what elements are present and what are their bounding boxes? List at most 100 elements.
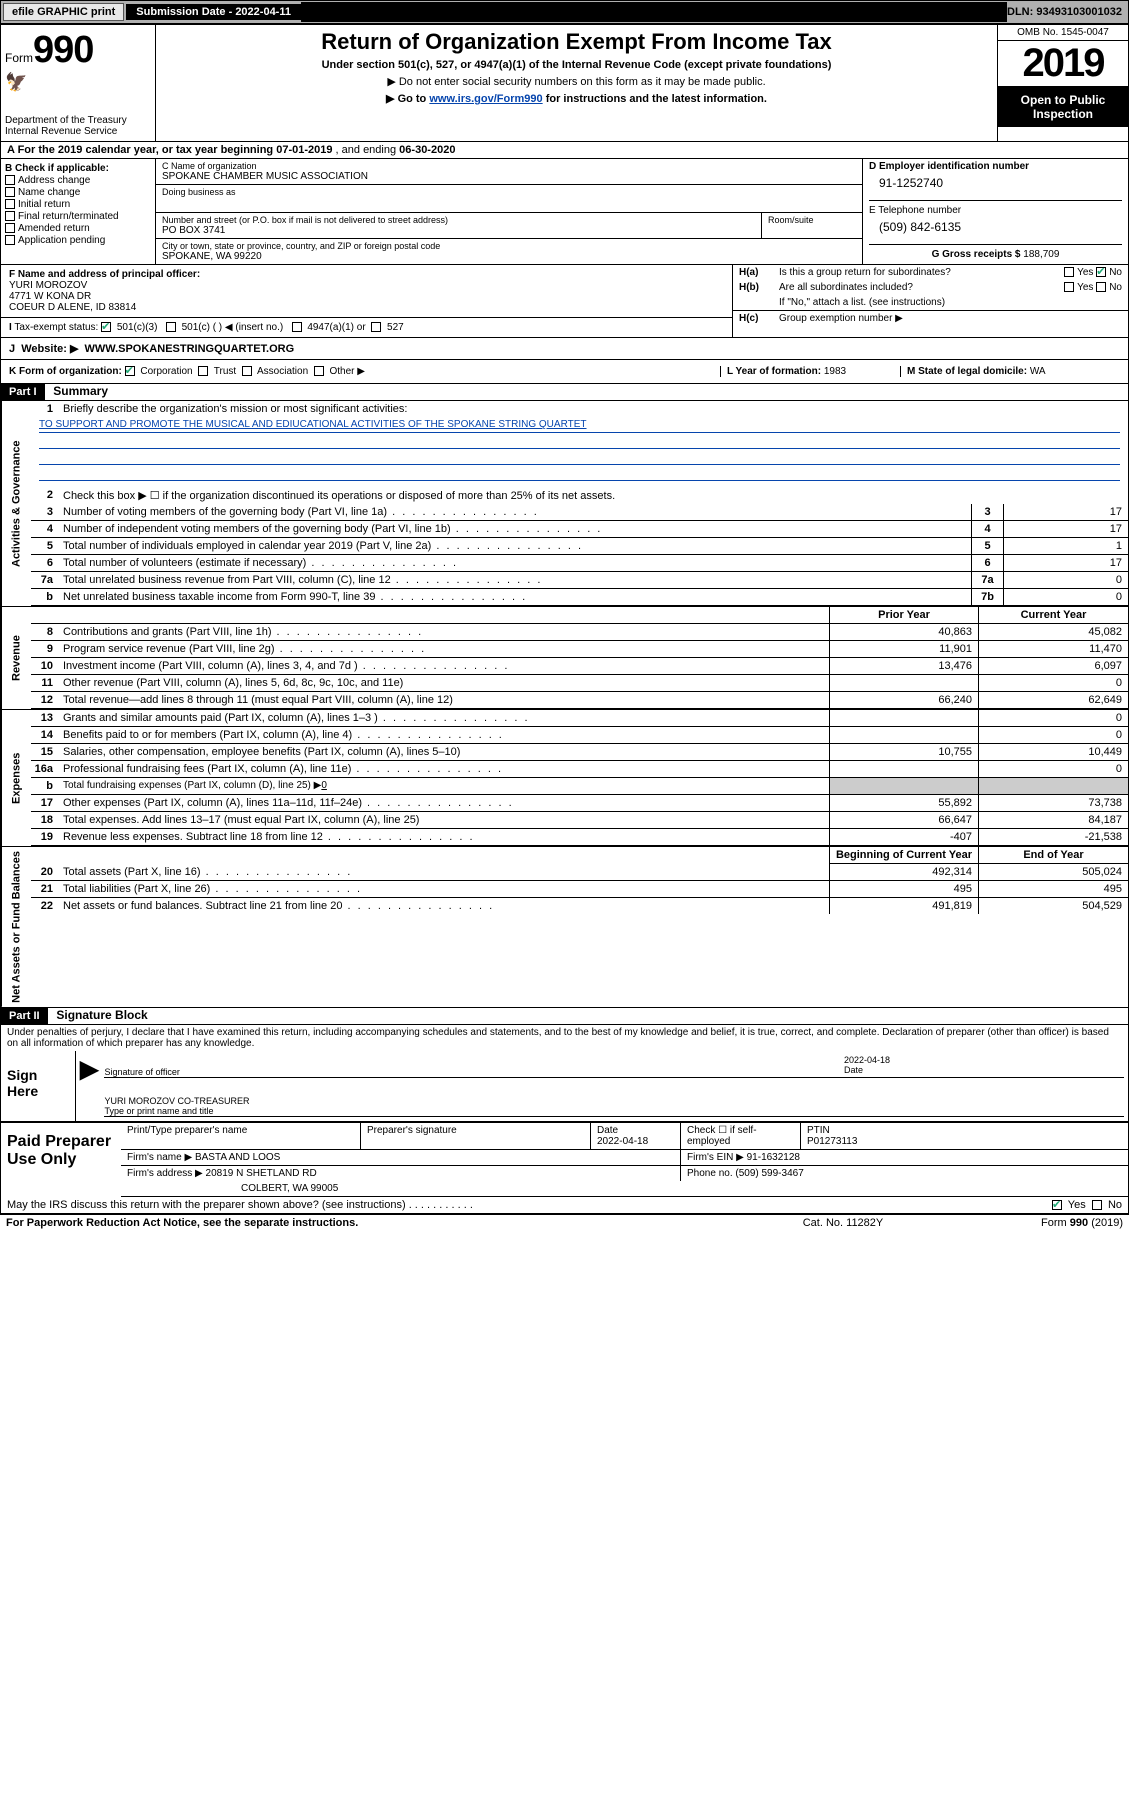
part1-governance: Activities & Governance 1 Briefly descri… [1, 401, 1128, 606]
part1-netassets: Net Assets or Fund Balances Beginning of… [1, 846, 1128, 1008]
phone-value: (509) 842-6135 [869, 216, 1122, 234]
ha-yes[interactable] [1064, 267, 1074, 277]
tax-status-label: Tax-exempt status: [14, 322, 98, 333]
discuss-yes[interactable] [1052, 1200, 1062, 1210]
chk-initial-return[interactable]: Initial return [5, 199, 151, 210]
chk-corporation[interactable] [125, 366, 135, 376]
page-footer: For Paperwork Reduction Act Notice, see … [0, 1215, 1129, 1231]
chk-other[interactable] [314, 366, 324, 376]
dept-treasury: Department of the Treasury Internal Reve… [5, 115, 151, 137]
chk-trust[interactable] [198, 366, 208, 376]
signature-arrow-icon: ▶ [80, 1055, 98, 1117]
footer-right: Form 990 (2019) [943, 1217, 1123, 1229]
header-right: OMB No. 1545-0047 2019 Open to Public In… [998, 25, 1128, 141]
k-org-form: K Form of organization: Corporation Trus… [9, 366, 720, 377]
ha-no[interactable] [1096, 267, 1106, 277]
form-label: Form [5, 51, 33, 65]
part1-title: Summary [47, 382, 114, 400]
room-suite: Room/suite [762, 213, 862, 238]
submission-date: Submission Date - 2022-04-11 [126, 4, 301, 20]
sig-date-value: 2022-04-18 [844, 1055, 1124, 1065]
part2-title: Signature Block [50, 1006, 153, 1024]
officer-h-block: F Name and address of principal officer:… [1, 265, 1128, 338]
chk-527[interactable] [371, 322, 381, 332]
website-url: WWW.SPOKANESTRINGQUARTET.ORG [85, 343, 295, 355]
discuss-no[interactable] [1092, 1200, 1102, 1210]
hb-yn: Yes No [1064, 282, 1122, 293]
sig-date-cell: 2022-04-18 Date [844, 1055, 1124, 1077]
line-20: 20Total assets (Part X, line 16)492,3145… [31, 864, 1128, 881]
hdr-end-year: End of Year [978, 847, 1128, 864]
prep-sig-label: Preparer's signature [361, 1123, 591, 1149]
form-number: Form990 [5, 29, 151, 72]
chk-final-return[interactable]: Final return/terminated [5, 211, 151, 222]
omb-number: OMB No. 1545-0047 [998, 25, 1128, 41]
tax-exempt-status: I Tax-exempt status: 501(c)(3) 501(c) ( … [1, 317, 732, 337]
netassets-content: Beginning of Current Year End of Year 20… [31, 847, 1128, 1007]
sig-date-label: Date [844, 1065, 1124, 1075]
l-year-formation: L Year of formation: 1983 [720, 366, 900, 377]
room-label: Room/suite [768, 215, 856, 225]
chk-name-change[interactable]: Name change [5, 187, 151, 198]
mission-line-4 [39, 467, 1120, 481]
dba-row: Doing business as [156, 185, 862, 213]
side-netassets: Net Assets or Fund Balances [1, 847, 31, 1007]
part1-revenue: Revenue Prior Year Current Year 8Contrib… [1, 606, 1128, 709]
hdr-begin-year: Beginning of Current Year [829, 847, 978, 864]
footer-left: For Paperwork Reduction Act Notice, see … [6, 1217, 743, 1229]
efile-print-button[interactable]: efile GRAPHIC print [3, 3, 124, 21]
expenses-content: 13Grants and similar amounts paid (Part … [31, 710, 1128, 846]
side-revenue: Revenue [1, 607, 31, 709]
form-header: Form990 🦅 Department of the Treasury Int… [1, 25, 1128, 142]
goto-post: for instructions and the latest informat… [543, 93, 767, 105]
k-row: K Form of organization: Corporation Trus… [1, 360, 1128, 384]
line-8: 8Contributions and grants (Part VIII, li… [31, 624, 1128, 641]
street-address: Number and street (or P.O. box if mail i… [156, 213, 762, 238]
opt-527: 527 [387, 322, 404, 333]
sign-right: ▶ Signature of officer 2022-04-18 Date Y… [76, 1051, 1128, 1121]
line-9: 9Program service revenue (Part VIII, lin… [31, 641, 1128, 658]
period-begin: 07-01-2019 [276, 144, 332, 156]
part2-badge: Part II [1, 1008, 48, 1024]
rev-header: Prior Year Current Year [31, 607, 1128, 624]
c-label: C Name of organization [162, 161, 856, 171]
irs-link[interactable]: www.irs.gov/Form990 [429, 93, 542, 105]
city-label: City or town, state or province, country… [162, 241, 856, 251]
form-num: 990 [33, 29, 93, 71]
opt-501c: 501(c) ( ) ◀ (insert no.) [182, 322, 284, 333]
line-14: 14Benefits paid to or for members (Part … [31, 727, 1128, 744]
chk-501c3[interactable] [101, 322, 111, 332]
form-subtitle: Under section 501(c), 527, or 4947(a)(1)… [164, 59, 989, 71]
discuss-yn: Yes No [1052, 1199, 1122, 1211]
top-toolbar: efile GRAPHIC print Submission Date - 20… [0, 0, 1129, 24]
line-2: 2 Check this box ▶ ☐ if the organization… [31, 487, 1128, 504]
prep-line-2: Firm's name ▶ BASTA AND LOOS Firm's EIN … [121, 1150, 1128, 1166]
k-label: K Form of organization: [9, 366, 122, 377]
hdr-prior-year: Prior Year [829, 607, 978, 624]
hb-no[interactable] [1096, 282, 1106, 292]
mission-text: TO SUPPORT AND PROMOTE THE MUSICAL AND E… [39, 419, 587, 430]
sign-here-label: Sign Here [1, 1051, 76, 1121]
mission-line-3 [39, 451, 1120, 465]
hb-yes[interactable] [1064, 282, 1074, 292]
hb-row: H(b) Are all subordinates included? Yes … [733, 280, 1128, 295]
side-expenses: Expenses [1, 710, 31, 846]
chk-amended-return[interactable]: Amended return [5, 223, 151, 234]
chk-address-change[interactable]: Address change [5, 175, 151, 186]
chk-app-pending[interactable]: Application pending [5, 235, 151, 246]
chk-4947[interactable] [292, 322, 302, 332]
chk-501c[interactable] [166, 322, 176, 332]
firm-name-cell: Firm's name ▶ BASTA AND LOOS [121, 1150, 681, 1165]
mission-line-2 [39, 435, 1120, 449]
officer-name: YURI MOROZOV [9, 280, 87, 291]
hc-row: H(c) Group exemption number ▶ [733, 310, 1128, 326]
ha-yn: Yes No [1064, 267, 1122, 278]
hb-label: H(b) [739, 282, 779, 293]
chk-association[interactable] [242, 366, 252, 376]
ha-label: H(a) [739, 267, 779, 278]
tax-period: A For the 2019 calendar year, or tax yea… [1, 142, 1128, 159]
hc-text: Group exemption number ▶ [779, 313, 1122, 324]
check-self-employed[interactable]: Check ☐ if self-employed [681, 1123, 801, 1149]
penalty-statement: Under penalties of perjury, I declare th… [1, 1025, 1128, 1051]
line-7b: bNet unrelated business taxable income f… [31, 589, 1128, 606]
